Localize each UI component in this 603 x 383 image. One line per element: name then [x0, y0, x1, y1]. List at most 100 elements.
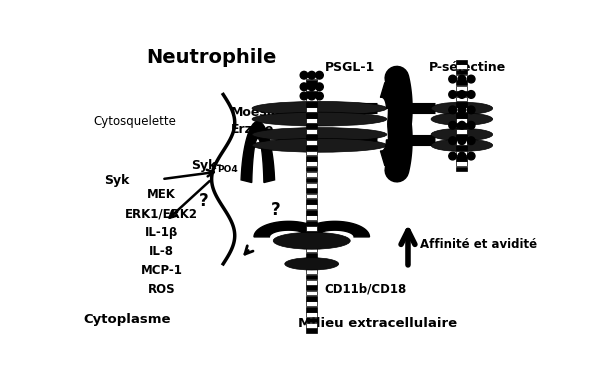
Text: P-sélectine: P-sélectine: [429, 61, 506, 74]
Text: Cytoplasme: Cytoplasme: [83, 313, 171, 326]
Bar: [306, 194, 317, 198]
Circle shape: [449, 75, 456, 83]
Circle shape: [449, 152, 456, 160]
Bar: [306, 280, 317, 285]
Bar: [306, 97, 317, 101]
Circle shape: [315, 92, 323, 100]
Bar: [306, 242, 317, 247]
Bar: [306, 237, 317, 242]
Text: ?: ?: [271, 201, 280, 219]
Polygon shape: [380, 82, 399, 108]
Circle shape: [449, 121, 456, 129]
Bar: [306, 113, 317, 118]
Bar: [306, 210, 317, 214]
Circle shape: [467, 121, 475, 129]
Ellipse shape: [252, 112, 387, 126]
Bar: [306, 205, 317, 209]
Bar: [306, 269, 317, 274]
Bar: [306, 301, 317, 306]
Bar: [306, 264, 317, 268]
Bar: [306, 231, 317, 236]
Text: PSGL-1: PSGL-1: [325, 61, 375, 74]
Bar: [456, 60, 467, 64]
Polygon shape: [380, 140, 399, 166]
Text: MEK
ERK1/ERK2
IL-1β
IL-8
MCP-1
ROS: MEK ERK1/ERK2 IL-1β IL-8 MCP-1 ROS: [125, 188, 198, 296]
Bar: [306, 291, 317, 295]
Bar: [306, 318, 317, 322]
Circle shape: [458, 137, 466, 144]
Ellipse shape: [252, 101, 387, 115]
Circle shape: [449, 137, 456, 144]
Ellipse shape: [252, 138, 387, 152]
Bar: [456, 140, 467, 144]
Bar: [306, 140, 317, 144]
Bar: [306, 161, 317, 166]
Circle shape: [458, 121, 466, 129]
Text: Syk-: Syk-: [191, 159, 221, 172]
Text: Milieu extracellulaire: Milieu extracellulaire: [298, 318, 456, 331]
Circle shape: [458, 91, 466, 98]
Bar: [456, 75, 467, 80]
Text: Syk: Syk: [104, 174, 129, 187]
Bar: [306, 247, 317, 252]
Bar: [306, 226, 317, 231]
Bar: [306, 86, 317, 91]
Bar: [306, 156, 317, 161]
Text: ?: ?: [199, 192, 209, 210]
Bar: [306, 151, 317, 155]
Bar: [306, 296, 317, 301]
Bar: [456, 91, 467, 96]
Circle shape: [467, 106, 475, 114]
Bar: [456, 70, 467, 74]
Bar: [456, 102, 467, 107]
Bar: [306, 329, 317, 333]
Bar: [456, 108, 467, 112]
Bar: [306, 323, 317, 328]
Ellipse shape: [431, 139, 493, 151]
Circle shape: [315, 83, 323, 91]
Circle shape: [467, 91, 475, 98]
Bar: [306, 91, 317, 96]
Ellipse shape: [252, 128, 387, 141]
Bar: [306, 79, 317, 80]
Bar: [306, 80, 317, 85]
Bar: [306, 118, 317, 123]
Bar: [456, 80, 467, 85]
Bar: [456, 156, 467, 161]
Bar: [306, 285, 317, 290]
Bar: [456, 161, 467, 166]
Ellipse shape: [431, 128, 493, 141]
Bar: [306, 102, 317, 107]
Circle shape: [315, 71, 323, 79]
Circle shape: [300, 71, 308, 79]
Circle shape: [449, 106, 456, 114]
Bar: [306, 275, 317, 279]
Bar: [306, 167, 317, 172]
Text: PO4: PO4: [217, 165, 238, 174]
Bar: [306, 199, 317, 204]
Circle shape: [467, 75, 475, 83]
Text: Affinité et avidité: Affinité et avidité: [420, 238, 537, 251]
Ellipse shape: [431, 102, 493, 115]
Text: Moésine
Erzine: Moésine Erzine: [231, 106, 289, 136]
Circle shape: [308, 71, 315, 79]
Circle shape: [308, 92, 315, 100]
Circle shape: [467, 137, 475, 144]
Bar: [306, 253, 317, 258]
Circle shape: [458, 106, 466, 114]
Bar: [306, 221, 317, 225]
Bar: [456, 151, 467, 155]
Bar: [456, 167, 467, 172]
Ellipse shape: [431, 113, 493, 125]
Bar: [306, 259, 317, 263]
Circle shape: [449, 91, 456, 98]
Bar: [456, 97, 467, 101]
Bar: [456, 124, 467, 128]
Text: CD11b/CD18: CD11b/CD18: [325, 282, 407, 295]
Bar: [306, 215, 317, 220]
Ellipse shape: [285, 258, 339, 270]
Bar: [306, 188, 317, 193]
Bar: [306, 134, 317, 139]
Bar: [306, 124, 317, 128]
Polygon shape: [300, 221, 370, 237]
